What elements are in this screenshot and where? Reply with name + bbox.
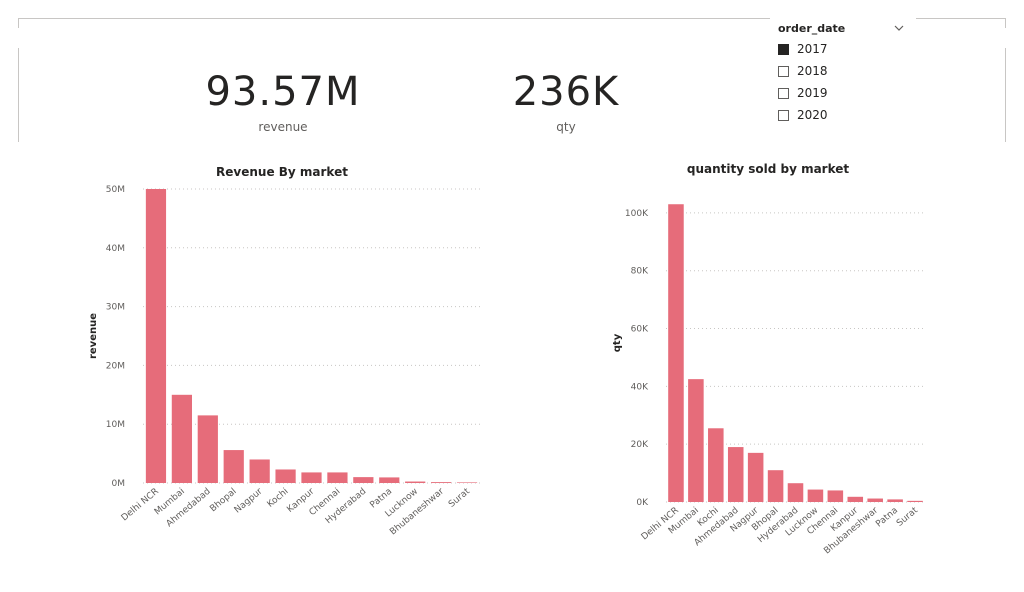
- y-axis-title: qty: [612, 333, 623, 352]
- bar-kochi[interactable]: [708, 428, 724, 502]
- slicer-item-2018[interactable]: 2018: [778, 61, 916, 83]
- bar-patna[interactable]: [887, 499, 903, 502]
- bar-bhubaneshwar[interactable]: [431, 482, 452, 483]
- bar-surat[interactable]: [907, 500, 923, 502]
- bar-chennai[interactable]: [827, 490, 844, 502]
- x-tick-label: Patna: [874, 506, 900, 530]
- qty-card-value: 236K: [512, 69, 620, 115]
- chart-title: quantity sold by market: [687, 162, 850, 176]
- bar-mumbai[interactable]: [688, 379, 704, 502]
- revenue-card[interactable]: 93.57M revenue: [193, 70, 373, 134]
- bar-delhi-ncr[interactable]: [668, 204, 684, 502]
- bar-bhopal[interactable]: [223, 450, 244, 483]
- revenue-card-value: 93.57M: [205, 69, 361, 115]
- quantity-sold-by-market-chart[interactable]: quantity sold by market 0K 20K 40K 60K 80K 100…: [580, 158, 950, 558]
- x-tick-label: Nagpur: [233, 486, 265, 515]
- bar-lucknow[interactable]: [807, 489, 824, 502]
- bar-hyderabad[interactable]: [353, 477, 374, 483]
- checkbox-2019[interactable]: [778, 88, 789, 99]
- revenue-card-label: revenue: [258, 120, 308, 134]
- bar-ahmedabad[interactable]: [727, 447, 744, 502]
- bar-mumbai[interactable]: [171, 394, 192, 483]
- bar-patna[interactable]: [379, 477, 400, 483]
- checkbox-2020[interactable]: [778, 110, 789, 121]
- slicer-item-2020[interactable]: 2020: [778, 105, 916, 127]
- y-axis-title: revenue: [88, 313, 99, 359]
- y-tick-label: 0K: [636, 498, 649, 508]
- qty-card[interactable]: 236K qty: [486, 70, 646, 134]
- bar-hyderabad[interactable]: [787, 483, 804, 502]
- kpi-panel: [18, 18, 1006, 142]
- checkbox-2017[interactable]: [778, 44, 789, 55]
- y-tick-label: 10M: [106, 420, 125, 430]
- slicer-header[interactable]: order_date: [770, 17, 916, 39]
- bar-kanpur[interactable]: [847, 496, 864, 502]
- y-tick-label: 60K: [631, 325, 649, 335]
- bar-nagpur[interactable]: [249, 459, 270, 483]
- chevron-down-icon[interactable]: [894, 23, 904, 33]
- y-tick-label: 40M: [106, 244, 125, 254]
- x-tick-label: Surat: [447, 486, 472, 509]
- x-tick-label: Surat: [895, 505, 920, 528]
- qty-card-label: qty: [556, 120, 576, 134]
- bar-lucknow[interactable]: [405, 481, 426, 483]
- slicer-item-label: 2017: [797, 42, 828, 56]
- x-tick-label: Delhi NCR: [120, 487, 161, 524]
- bar-surat[interactable]: [456, 482, 478, 483]
- y-tick-label: 30M: [106, 303, 125, 313]
- y-tick-label: 80K: [631, 267, 649, 277]
- y-tick-label: 40K: [631, 382, 649, 392]
- chart-title: Revenue By market: [216, 165, 348, 179]
- y-tick-label: 100K: [625, 209, 649, 219]
- bar-bhopal[interactable]: [767, 470, 784, 502]
- bar-kanpur[interactable]: [301, 472, 322, 483]
- order-date-slicer: order_date 2017 2018 2019 2020: [770, 17, 916, 127]
- bar-delhi-ncr[interactable]: [145, 189, 167, 483]
- y-tick-label: 0M: [112, 479, 126, 489]
- revenue-by-market-chart[interactable]: Revenue By market 0M 10M 20M 30M 40M 50M revenu…: [60, 160, 500, 560]
- slicer-item-2019[interactable]: 2019: [778, 83, 916, 105]
- slicer-title: order_date: [778, 22, 846, 35]
- bar-nagpur[interactable]: [747, 452, 764, 502]
- y-tick-label: 20K: [631, 440, 649, 450]
- slicer-item-label: 2019: [797, 86, 828, 100]
- bar-bhubaneshwar[interactable]: [867, 498, 883, 502]
- slicer-item-2017[interactable]: 2017: [778, 39, 916, 61]
- y-tick-label: 20M: [106, 361, 125, 371]
- bar-kochi[interactable]: [275, 469, 296, 483]
- checkbox-2018[interactable]: [778, 66, 789, 77]
- bar-chennai[interactable]: [327, 472, 348, 483]
- y-tick-label: 50M: [106, 185, 125, 195]
- slicer-item-label: 2020: [797, 108, 828, 122]
- bar-ahmedabad[interactable]: [197, 415, 218, 483]
- slicer-item-label: 2018: [797, 64, 828, 78]
